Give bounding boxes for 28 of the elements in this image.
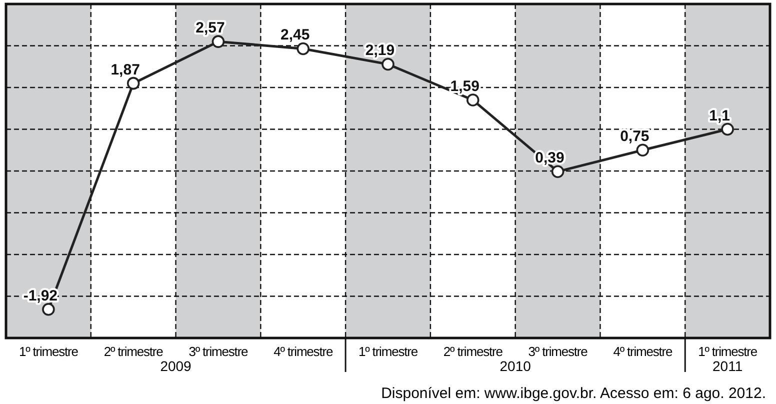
point — [212, 35, 225, 48]
x-tick-label: 1º trimestre — [698, 344, 758, 359]
text: Disponível em: www.ibge.gov.br. Acesso em: 6 ago. 2012. — [381, 385, 766, 402]
point — [296, 42, 310, 56]
x-tick-label: 4º trimestre — [274, 344, 333, 359]
text: 2010 — [500, 358, 532, 374]
point — [551, 165, 564, 178]
text: 2009 — [160, 358, 192, 374]
x-tick-label: 1º trimestre — [358, 344, 418, 359]
x-tick-label: 3º trimestre — [528, 344, 588, 359]
data-label: 2,45 — [280, 26, 310, 44]
x-tick-label: 4º trimestre — [613, 344, 673, 359]
point — [721, 122, 734, 136]
x-tick-label: 3º trimestre — [188, 344, 248, 359]
point — [382, 58, 394, 71]
point — [636, 144, 650, 157]
data-label: 0,75 — [620, 128, 650, 146]
x-tick-label: 2º trimestre — [104, 344, 164, 359]
data-label: 1,1 — [709, 107, 730, 124]
x-tick-label: 1º trimestre — [18, 344, 78, 359]
data-label: 2,19 — [365, 42, 395, 60]
x-tick-label: 2º trimestre — [443, 344, 503, 359]
data-label: 1,87 — [110, 61, 140, 78]
point — [126, 76, 140, 90]
data-label: 2,57 — [196, 20, 225, 37]
point — [466, 94, 480, 106]
text: 2011 — [712, 358, 743, 374]
point — [42, 302, 55, 316]
